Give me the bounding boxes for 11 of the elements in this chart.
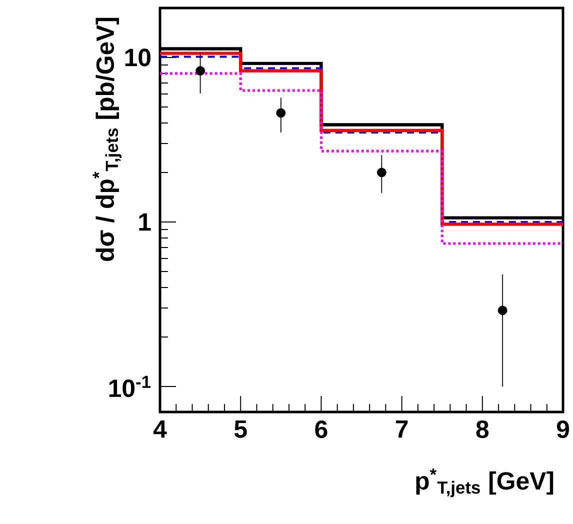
- y-tick-label: 10$^{-1}$: [109, 376, 151, 398]
- y-tick-label: 10: [125, 48, 150, 66]
- x-tick-label: 9: [556, 420, 570, 438]
- y-tick-label: 1: [139, 213, 151, 231]
- y-axis-title: dσ / dp$^{*}$$_{T,jets}$ [pb/GeV]: [92, 18, 122, 261]
- x-tick-label: 6: [315, 420, 328, 438]
- x-tick-label: 5: [234, 420, 247, 438]
- x-axis-title: p$^{*}$$_{T,jets}$ [GeV]: [416, 468, 554, 498]
- x-tick-label: 8: [476, 420, 489, 438]
- x-tick-label: 7: [396, 420, 408, 438]
- x-tick-label: 4: [153, 420, 167, 438]
